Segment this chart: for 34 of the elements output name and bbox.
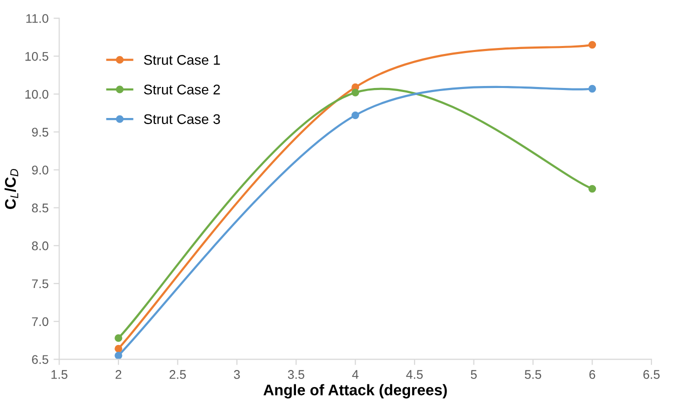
- legend-label: Strut Case 2: [144, 84, 220, 94]
- y-tick-label: 9.5: [32, 128, 48, 137]
- point: [588, 184, 596, 193]
- point: [352, 88, 360, 96]
- x-tick-label: 3: [234, 370, 240, 379]
- x-tick-label: 5: [470, 370, 477, 379]
- legend-label: Strut Case 3: [144, 114, 220, 124]
- point: [588, 40, 596, 49]
- x-axis-title: Angle of Attack (degrees): [263, 384, 447, 398]
- y-tick-label: 8.5: [32, 204, 48, 212]
- point: [114, 344, 122, 353]
- legend-label: Strut Case 1: [144, 55, 220, 65]
- point: [352, 111, 360, 120]
- point: [114, 334, 122, 342]
- x-tick-label: 6.5: [643, 370, 660, 379]
- y-tick-label: 7.0: [32, 317, 48, 326]
- x-tick-label: 2: [116, 370, 122, 379]
- x-tick-label: 2.5: [170, 370, 186, 379]
- x-tick-label: 6: [589, 370, 596, 379]
- y-tick-label: 11.0: [26, 14, 48, 23]
- y-tick-label: 9.0: [32, 166, 48, 174]
- y-tick-label: 8.0: [32, 241, 48, 250]
- x-tick-label: 1.5: [51, 370, 68, 379]
- x-tick-label: 4.5: [406, 370, 423, 379]
- x-tick-label: 5.5: [524, 370, 542, 379]
- x-tick-label: 3.5: [288, 370, 304, 379]
- y-tick-label: 6.5: [32, 355, 48, 364]
- y-tick-label: 10.0: [25, 90, 48, 99]
- point: [114, 352, 122, 360]
- y-axis-title: C$_{L}$/C$_{D}$: [4, 168, 18, 210]
- x-tick-label: 4: [352, 370, 358, 379]
- y-tick-label: 10.5: [25, 52, 48, 61]
- point: [588, 84, 596, 93]
- y-tick-label: 7.5: [32, 279, 48, 288]
